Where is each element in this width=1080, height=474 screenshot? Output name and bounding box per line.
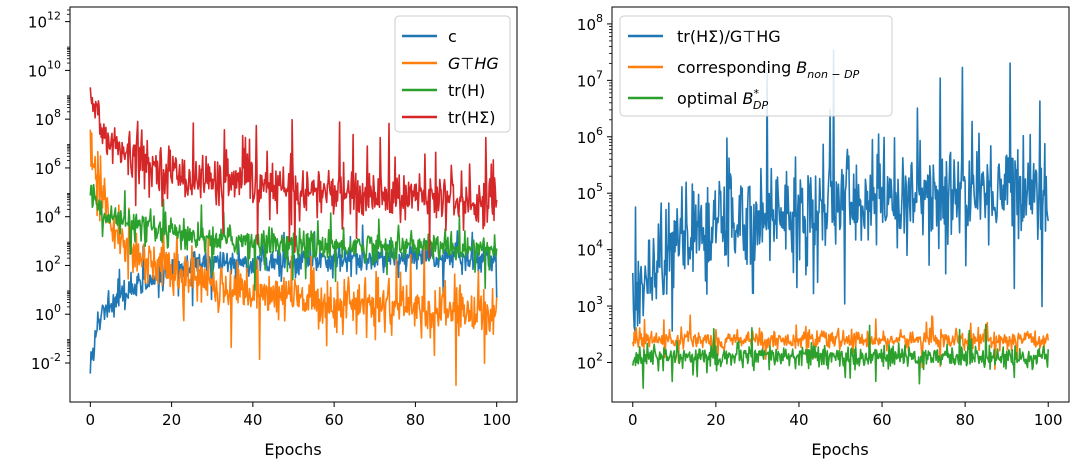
legend-label-trhsigma: tr(HΣ) [448,108,495,127]
y-tick-label-0-7: 10-2 [31,351,61,373]
series-line-0-1 [89,129,498,387]
y-tick-exp-1-2: 6 [596,125,603,138]
x-tick-label-0-5: 100 [482,411,511,429]
y-tick-base-0-0: 10 [28,14,47,32]
legend-label-bnondp-math: B [796,58,807,77]
y-tick-label-1-0: 108 [577,12,603,34]
y-tick-base-0-3: 10 [35,160,54,178]
y-tick-label-1-3: 105 [577,181,603,203]
legend-label-bnondp: corresponding Bnon − DP [677,58,860,81]
y-tick-exp-0-2: 8 [54,107,61,120]
y-tick-label-0-0: 1012 [28,10,61,32]
y-tick-base-1-3: 10 [577,185,596,203]
y-tick-exp-0-5: 2 [54,253,61,266]
left-x-axis-title: Epochs [264,440,321,459]
legend-label-bnondp-sub: non − DP [807,68,859,81]
right-series-layer [632,49,1049,389]
x-tick-label-0-3: 60 [325,411,344,429]
x-tick-label-1-5: 100 [1034,411,1063,429]
y-tick-base-1-2: 10 [577,129,596,147]
y-tick-label-0-4: 104 [35,205,61,227]
x-tick-label-0-0: 0 [86,411,96,429]
y-tick-label-1-4: 104 [577,238,603,260]
y-tick-label-1-6: 102 [577,351,603,373]
y-tick-base-0-4: 10 [35,209,54,227]
left-legend-box [394,15,511,133]
y-tick-base-1-4: 10 [577,242,596,260]
legend-label-trh: tr(H) [448,81,485,100]
y-tick-label-1-2: 106 [577,125,603,147]
y-tick-base-0-7: 10 [31,355,50,373]
y-tick-label-0-6: 100 [35,302,61,324]
x-tick-label-1-4: 80 [956,411,975,429]
legend-label-bdp-sub: DP [753,99,768,112]
legend-label-c: c [448,27,457,46]
y-tick-label-0-3: 106 [35,156,61,178]
legend-label-bdp: optimal B* DP [677,87,768,112]
x-tick-label-1-3: 60 [872,411,891,429]
y-tick-base-1-0: 10 [577,16,596,34]
y-tick-base-0-2: 10 [35,111,54,129]
y-tick-label-0-1: 1010 [28,58,61,80]
series-line-0-3 [89,87,498,259]
y-tick-exp-0-6: 0 [54,302,61,315]
series-line-1-2 [632,323,1049,389]
y-tick-exp-1-1: 7 [596,68,603,81]
y-tick-label-0-2: 108 [35,107,61,129]
y-tick-exp-0-0: 12 [47,10,61,23]
right-x-axis-title: Epochs [811,440,868,459]
y-tick-base-1-5: 10 [577,298,596,316]
x-tick-label-1-1: 20 [706,411,725,429]
x-tick-label-0-2: 40 [243,411,262,429]
legend-label-ratio: tr(HΣ)/G⊤HG [677,27,781,46]
left-legend: c G⊤HG tr(H) tr(HΣ) [394,15,511,133]
legend-label-gthg: G⊤HG [448,54,499,73]
x-tick-label-1-2: 40 [789,411,808,429]
y-tick-label-1-5: 103 [577,294,603,316]
y-tick-exp-1-6: 2 [596,351,603,364]
y-tick-base-1-6: 10 [577,355,596,373]
right-legend-box [619,15,893,117]
y-tick-base-1-1: 10 [577,72,596,90]
x-tick-label-0-4: 80 [406,411,425,429]
y-tick-exp-0-4: 4 [54,205,61,218]
y-tick-exp-1-5: 3 [596,294,603,307]
legend-label-bdp-math: B [743,89,754,108]
y-tick-base-0-1: 10 [28,62,47,80]
y-tick-label-0-5: 102 [35,253,61,275]
series-line-1-0 [632,49,1049,332]
y-tick-label-1-1: 107 [577,68,603,90]
x-tick-label-0-1: 20 [162,411,181,429]
legend-label-bdp-word: optimal [677,89,738,108]
left-chart: 0 20 40 60 80 1001012101010810610410210010-2 … [28,6,518,459]
y-tick-exp-1-3: 5 [596,181,603,194]
right-legend: tr(HΣ)/G⊤HG corresponding Bnon − DP optim… [619,15,893,117]
y-tick-exp-0-3: 6 [54,156,61,169]
y-tick-exp-0-7: -2 [50,351,61,364]
y-tick-exp-1-0: 8 [596,12,603,25]
y-tick-exp-0-1: 10 [47,58,61,71]
series-line-1-1 [632,314,1049,371]
legend-label-bnondp-word: corresponding [677,58,791,77]
y-tick-base-0-6: 10 [35,306,54,324]
y-tick-exp-1-4: 4 [596,238,603,251]
y-tick-base-0-5: 10 [35,257,54,275]
x-tick-label-1-0: 0 [628,411,638,429]
legend-label-bdp-sup: * [753,87,759,100]
left-series-layer [89,87,498,387]
